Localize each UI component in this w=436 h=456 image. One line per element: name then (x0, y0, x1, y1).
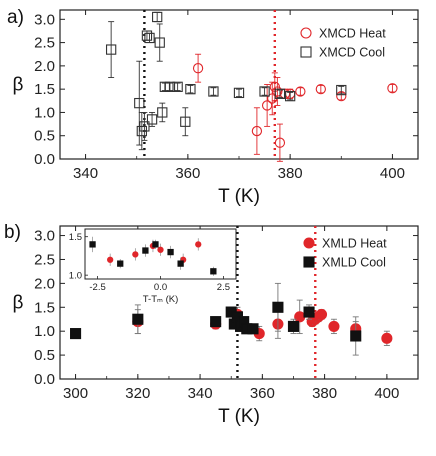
inset-series-1-point (177, 260, 184, 267)
y-tick-label: 2.5 (34, 35, 55, 52)
x-tick-label: 380 (278, 165, 303, 182)
series-1-point (259, 86, 270, 97)
x-tick-label: 360 (175, 165, 200, 182)
series-1-point (144, 32, 155, 44)
legend-label: XMLD Heat (322, 237, 387, 251)
series-1-point (172, 81, 183, 92)
legend-label: XMCD Cool (319, 46, 385, 60)
series-1-point (157, 107, 168, 118)
y-tick-label: 1.0 (34, 323, 55, 340)
legend-label: XMLD Cool (322, 256, 386, 270)
inset-series-1-point (117, 260, 124, 267)
inset-x-tick-label: 0.0 (154, 282, 167, 293)
legend-marker (303, 256, 315, 268)
x-tick-label: 340 (73, 165, 98, 182)
series-1-point (274, 88, 286, 99)
series-0-point (251, 125, 263, 137)
panel-label: a) (7, 7, 24, 28)
y-tick-label: 2.0 (34, 275, 55, 292)
y-tick-label: 0.0 (34, 371, 55, 388)
plot-frame (59, 225, 419, 380)
legend-marker (303, 237, 315, 249)
panel-a-chart: 340 360 380 400 0.0 0.5 1.0 1.5 2.0 2.5 3.0 T (K) β a… (7, 7, 419, 207)
series-0-point (274, 137, 286, 148)
y-tick-label: 2.5 (34, 251, 55, 268)
series-1-point (139, 121, 150, 132)
series-0-point (381, 332, 393, 344)
panel-b-inset: -2.5 0.0 2.5 1.0 1.5 T-Tₘ (K) (69, 228, 237, 305)
series-1-point (208, 86, 219, 97)
series-0-point (387, 83, 398, 94)
series-1-point (146, 114, 158, 125)
series-0-point (272, 86, 283, 97)
series-1-point (303, 306, 315, 318)
inset-series-0-point (157, 246, 164, 253)
y-tick-label: 3.0 (34, 11, 55, 28)
series-1-point (287, 320, 300, 332)
inset-x-tick-label: -2.5 (89, 282, 105, 293)
series-0-point (295, 86, 306, 97)
x-tick-label: 400 (380, 165, 405, 182)
y-tick-label: 0.5 (34, 347, 55, 364)
inset-y-tick-label: 1.5 (69, 232, 82, 243)
y-tick-label: 0.5 (34, 128, 55, 145)
series-1-point (350, 330, 362, 342)
inset-series-1-point (142, 247, 149, 254)
series-1-point (272, 301, 284, 313)
series-1-point (132, 313, 144, 325)
inset-series-0-point (107, 256, 114, 263)
inset-series-1-point (210, 268, 217, 275)
series-0-point (261, 100, 273, 111)
x-axis-label: T (K) (218, 186, 260, 207)
inset-series-1-point (152, 241, 159, 248)
x-tick-label: 320 (125, 385, 150, 402)
inset-x-tick-label: 2.5 (217, 282, 230, 293)
series-1-point (247, 323, 259, 335)
y-tick-label: 1.5 (34, 81, 55, 98)
x-tick-label: 340 (188, 385, 213, 402)
series-1-point (336, 84, 347, 96)
series-0-point (328, 320, 340, 332)
series-1-point (152, 11, 163, 23)
series-1-point (185, 84, 196, 95)
y-axis-label: β (13, 293, 24, 314)
series-1-point (164, 81, 176, 92)
x-axis-label: T (K) (218, 406, 260, 427)
series-0-point (315, 308, 328, 321)
inset-series-1-point (89, 241, 96, 248)
y-tick-label: 2.0 (34, 58, 55, 75)
y-tick-label: 0.0 (34, 151, 55, 168)
inset-x-axis-label: T-Tₘ (K) (143, 294, 178, 305)
panel-b-chart: 300 320 340 360 380 400 0.0 0.5 1.0 1.5 2.0 2.5 3.0 T… (4, 222, 419, 427)
inset-series-0-point (132, 251, 139, 258)
x-tick-label: 300 (63, 385, 88, 402)
legend-marker (300, 27, 312, 39)
series-1-point (70, 328, 82, 340)
legend-label: XMCD Heat (319, 27, 386, 41)
series-1-point (105, 44, 117, 55)
x-tick-label: 360 (250, 385, 275, 402)
series-1-point (210, 316, 222, 328)
x-tick-label: 380 (312, 385, 337, 402)
series-0-point (294, 311, 306, 323)
y-axis-label: β (13, 75, 24, 96)
inset-series-0-point (195, 241, 202, 248)
series-1-point (141, 30, 153, 41)
x-tick-label: 400 (374, 385, 399, 402)
series-0-point (192, 63, 204, 74)
y-tick-label: 3.0 (34, 228, 55, 245)
legend-marker (300, 46, 312, 58)
panel-label: b) (4, 222, 21, 243)
y-tick-label: 1.0 (34, 104, 55, 121)
series-0-point (315, 84, 326, 95)
y-tick-label: 1.5 (34, 299, 55, 316)
series-1-point (180, 116, 191, 127)
series-1-point (134, 97, 145, 109)
series-1-point (154, 37, 165, 48)
inset-y-tick-label: 1.0 (69, 271, 82, 282)
inset-series-1-point (167, 248, 174, 256)
series-1-point (233, 87, 245, 99)
series-1-point (284, 90, 296, 102)
